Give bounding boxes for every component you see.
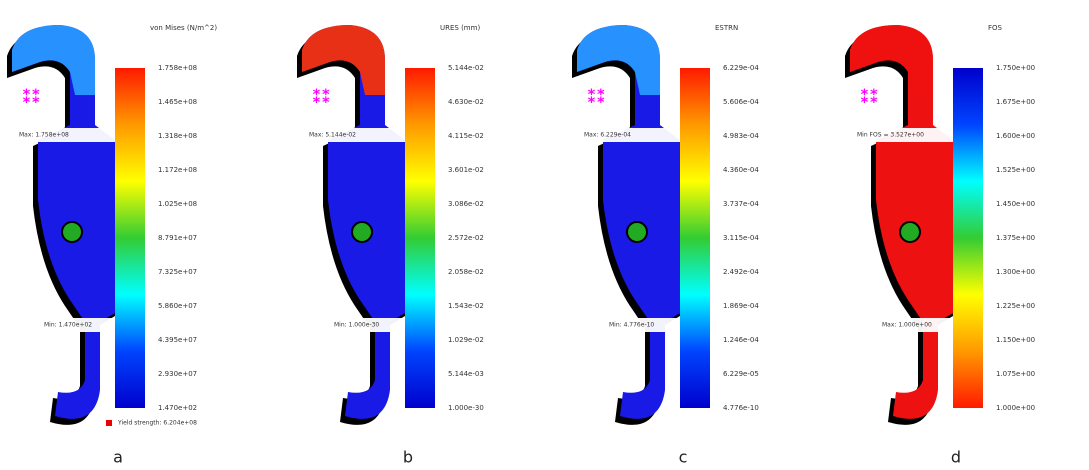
colorbar-tick-label: 3.601e-02 [448,166,484,174]
note: Yield strength: 6.204e+08 [117,420,197,427]
panel-label: c [679,448,688,467]
panel-label: d [951,448,961,467]
colorbar-tick-label: 1.075e+00 [996,370,1035,378]
fixture-icon: ⁑⁑ [587,87,606,108]
fixture-icon: ⁑⁑ [22,87,41,108]
colorbar-tick-label: 5.144e-02 [448,64,484,72]
colorbar-tick-label: 5.606e-04 [723,98,759,106]
annotation: Min FOS = 3.527e+00 [857,132,924,139]
colorbar-tick-label: 1.758e+08 [158,64,197,72]
colorbar [115,68,145,408]
colorbar-tick-label: 4.115e-02 [448,132,484,140]
colorbar-tick-label: 2.058e-02 [448,268,484,276]
colorbar-tick-label: 1.246e-04 [723,336,759,344]
colorbar-tick-label: 1.675e+00 [996,98,1035,106]
colorbar-tick-label: 1.600e+00 [996,132,1035,140]
colorbar-tick-label: 1.543e-02 [448,302,484,310]
colorbar-tick-label: 1.300e+00 [996,268,1035,276]
colorbar-tick-label: 1.450e+00 [996,200,1035,208]
colorbar [680,68,710,408]
fixture-icon: ⁑⁑ [312,87,331,108]
panel: ⁑⁑ Min FOS = 3.527e+00 Max: 1.000e+00 FOS 1.… [845,24,1035,467]
colorbar-tick-label: 1.000e-30 [448,404,484,412]
colorbar [405,68,435,408]
colorbar [953,68,983,408]
panel: ⁑⁑ Max: 5.144e-02 Min: 1.000e-30 URES (mm) 5… [297,24,484,467]
colorbar-tick-label: 4.776e-10 [723,404,759,412]
colorbar-tick-label: 4.360e-04 [723,166,759,174]
figure: ⁑⁑ Max: 1.758e+08 Min: 1.470e+02 von Mises … [0,0,1089,470]
annotation: Min: 1.470e+02 [44,322,92,329]
part-cap [577,25,660,95]
colorbar-tick-label: 1.000e+00 [996,404,1035,412]
pin-hole [352,222,372,242]
panel: ⁑⁑ Max: 6.229e-04 Min: 4.776e-10 ESTRN 6.229… [572,24,759,467]
colorbar-tick-label: 1.172e+08 [158,166,197,174]
colorbar-tick-label: 1.025e+08 [158,200,197,208]
colorbar-tick-label: 5.144e-03 [448,370,484,378]
note-marker [106,420,112,426]
colorbar-tick-label: 3.737e-04 [723,200,759,208]
part-cap [12,25,95,95]
colorbar-tick-label: 1.029e-02 [448,336,484,344]
panel: ⁑⁑ Max: 1.758e+08 Min: 1.470e+02 von Mises … [7,24,217,467]
annotation: Max: 1.758e+08 [19,132,69,139]
annotation: Max: 1.000e+00 [882,322,932,329]
colorbar-tick-label: 1.750e+00 [996,64,1035,72]
colorbar-title: URES (mm) [440,24,480,32]
colorbar-tick-label: 2.572e-02 [448,234,484,242]
pin-hole [900,222,920,242]
colorbar-title: FOS [988,24,1003,32]
panel-label: a [113,448,123,467]
colorbar-tick-label: 1.869e-04 [723,302,759,310]
colorbar-tick-label: 1.525e+00 [996,166,1035,174]
colorbar-tick-label: 2.930e+07 [158,370,197,378]
annotation: Max: 5.144e-02 [309,132,356,139]
colorbar-tick-label: 1.318e+08 [158,132,197,140]
colorbar-tick-label: 6.229e-04 [723,64,759,72]
colorbar-tick-label: 7.325e+07 [158,268,197,276]
annotation: Min: 1.000e-30 [334,322,379,329]
colorbar-title: von Mises (N/m^2) [150,24,217,32]
colorbar-tick-label: 4.983e-04 [723,132,759,140]
colorbar-tick-label: 6.229e-05 [723,370,759,378]
colorbar-tick-label: 3.115e-04 [723,234,759,242]
colorbar-title: ESTRN [715,24,738,32]
colorbar-tick-label: 8.791e+07 [158,234,197,242]
part-cap [302,25,385,95]
colorbar-tick-label: 5.860e+07 [158,302,197,310]
colorbar-tick-label: 4.395e+07 [158,336,197,344]
pin-hole [627,222,647,242]
colorbar-tick-label: 1.465e+08 [158,98,197,106]
pin-hole [62,222,82,242]
colorbar-tick-label: 1.470e+02 [158,404,197,412]
colorbar-tick-label: 4.630e-02 [448,98,484,106]
fixture-icon: ⁑⁑ [860,87,879,108]
part-cap [850,25,933,95]
colorbar-tick-label: 3.086e-02 [448,200,484,208]
annotation: Min: 4.776e-10 [609,322,654,329]
colorbar-tick-label: 1.150e+00 [996,336,1035,344]
colorbar-tick-label: 2.492e-04 [723,268,759,276]
annotation: Max: 6.229e-04 [584,132,631,139]
colorbar-tick-label: 1.225e+00 [996,302,1035,310]
colorbar-tick-label: 1.375e+00 [996,234,1035,242]
panel-label: b [403,448,413,467]
